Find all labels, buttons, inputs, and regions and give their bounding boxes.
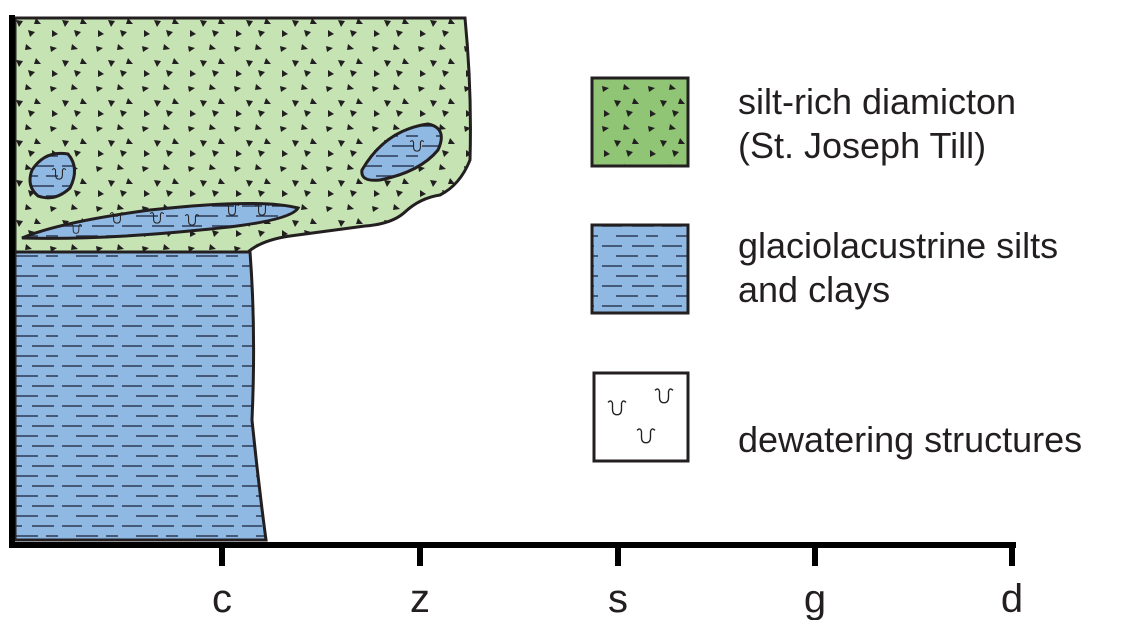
stratigraphic-log: c z s g d silt-rich diamicton (St. Josep… bbox=[0, 0, 1141, 620]
log-column bbox=[15, 18, 470, 540]
legend-swatch bbox=[592, 225, 688, 313]
legend-text: silt-rich diamicton bbox=[738, 81, 1016, 122]
blue-unit bbox=[15, 252, 266, 540]
axis-label: d bbox=[1001, 577, 1023, 620]
axis-label: s bbox=[608, 577, 628, 620]
axis-label: c bbox=[212, 577, 232, 620]
axis-label: g bbox=[804, 577, 826, 620]
legend: silt-rich diamicton (St. Joseph Till) gl… bbox=[592, 78, 1082, 461]
legend-text: dewatering structures bbox=[738, 419, 1082, 460]
axis-label: z bbox=[410, 577, 430, 620]
grain-size-labels: c z s g d bbox=[212, 577, 1023, 620]
legend-text: (St. Joseph Till) bbox=[738, 125, 986, 166]
legend-swatch bbox=[592, 78, 688, 166]
legend-text: glaciolacustrine silts bbox=[738, 225, 1058, 266]
legend-swatch bbox=[594, 373, 688, 461]
legend-text: and clays bbox=[738, 269, 890, 310]
